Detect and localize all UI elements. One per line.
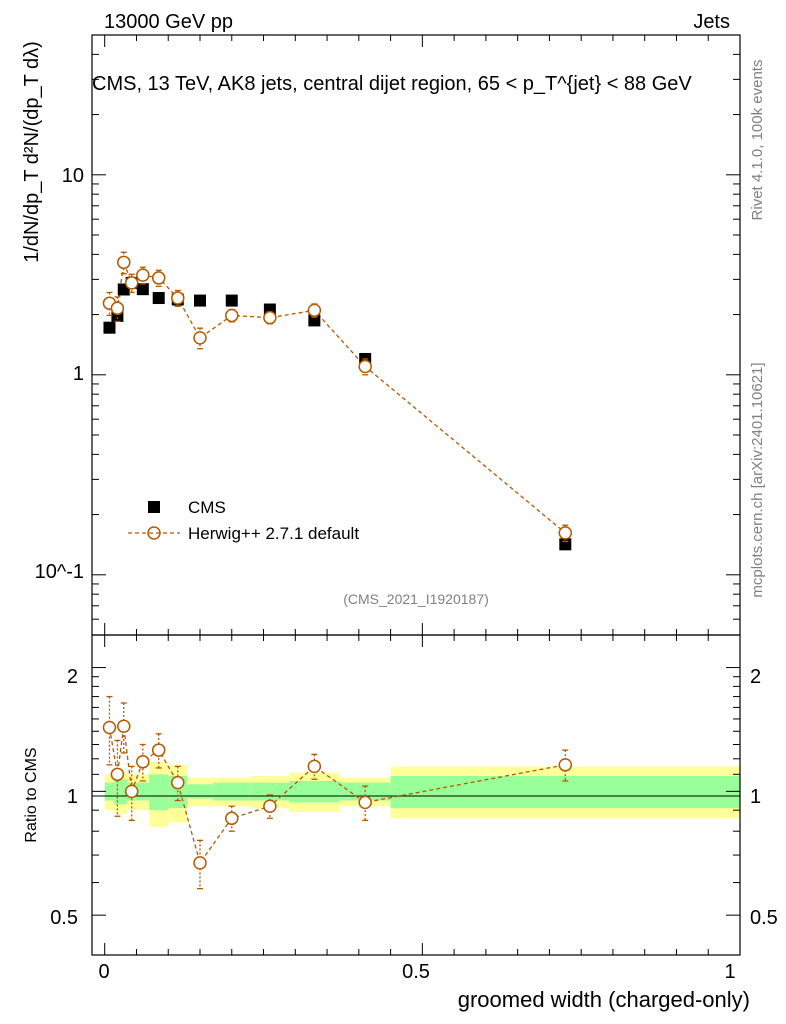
rivet-label: Rivet 4.1.0, 100k events — [749, 60, 766, 221]
energy-label: 13000 GeV pp — [104, 11, 233, 33]
mc-data-point — [136, 268, 150, 282]
ratio-ytick-label-1-right: 1 — [750, 786, 761, 808]
ratio-ytick-label-2: 2 — [67, 666, 78, 688]
ratio-band-inner — [149, 774, 169, 811]
mc-ratio-point — [151, 743, 166, 757]
cms-data-point — [559, 538, 572, 551]
mc-ratio-point — [193, 856, 207, 870]
legend-cms-label: CMS — [188, 498, 226, 517]
cms-data-point — [194, 294, 206, 307]
mc-data-point — [307, 303, 322, 318]
cms-data-point — [136, 283, 149, 296]
mc-ratio-point — [117, 719, 131, 733]
mc-ratio-point — [307, 759, 322, 774]
mc-data-point — [225, 308, 239, 323]
ratio-ytick-label-0.5-right: 0.5 — [750, 907, 778, 929]
ytick-label-10: 10 — [62, 165, 84, 187]
ratio-band-inner — [187, 784, 213, 799]
legend-mc-marker — [147, 526, 161, 540]
mc-data-point — [117, 255, 131, 270]
mc-ratio-point — [110, 767, 125, 782]
ratio-band-inner — [212, 782, 251, 801]
mc-data-point — [124, 276, 139, 290]
cms-data-point — [152, 292, 165, 305]
xtick-label-0.5: 0.5 — [402, 961, 430, 983]
mc-data-point — [110, 301, 125, 316]
ratio-uncertainty-bands — [104, 761, 740, 827]
xtick-label-1: 1 — [724, 961, 735, 983]
mc-data-point — [171, 291, 185, 305]
plot-title: CMS, 13 TeV, AK8 jets, central dijet reg… — [92, 73, 692, 95]
legend: CMS Herwig++ 2.7.1 default — [128, 498, 359, 543]
legend-mc-label: Herwig++ 2.7.1 default — [188, 524, 359, 543]
mc-data-point — [263, 310, 277, 325]
ytick-label-1: 1 — [73, 363, 84, 385]
ratio-band-inner — [250, 782, 289, 801]
mcplots-label: mcplots.cern.ch [arXiv:2401.10621] — [749, 362, 766, 597]
mc-data-point — [193, 331, 207, 345]
mc-ratio-point — [124, 784, 139, 799]
ratio-plot-frame — [91, 634, 741, 956]
mcplots-label-text: mcplots.cern.ch [arXiv:2401.10621] — [749, 362, 766, 597]
mc-ratio-point — [358, 795, 372, 810]
cms-data-point — [103, 321, 116, 334]
category-label: Jets — [693, 11, 730, 33]
ratio-ytick-label-1: 1 — [67, 786, 78, 808]
mc-ratio-point — [263, 799, 277, 813]
ratio-band-inner — [114, 779, 121, 805]
ratio-y-axis-label-text: Ratio to CMS — [23, 747, 40, 842]
mc-data-point — [151, 271, 166, 285]
legend-cms-marker — [148, 501, 160, 513]
ratio-band-inner — [120, 779, 127, 805]
mc-ratio-point — [225, 811, 239, 826]
ratio-ytick-label-2-right: 2 — [750, 666, 761, 688]
x-axis-label: groomed width (charged-only) — [458, 987, 750, 1012]
ratio-band-inner — [104, 782, 115, 801]
analysis-id: (CMS_2021_I1920187) — [343, 591, 489, 607]
y-axis-label: 1/dN/dp_T d²N/(dp_T dλ) — [21, 41, 43, 263]
ytick-label-0.1: 10^-1 — [35, 561, 84, 583]
mc-data-point — [558, 526, 573, 540]
y-axis-label-text: 1/dN/dp_T d²N/(dp_T dλ) — [21, 41, 43, 263]
mc-ratio-point — [102, 720, 117, 735]
ratio-y-axis-label: Ratio to CMS — [23, 747, 40, 842]
rivet-label-text: Rivet 4.1.0, 100k events — [749, 60, 766, 221]
cms-data-point — [225, 294, 238, 307]
mc-ratio-point — [171, 775, 185, 790]
mc-ratio-point — [558, 758, 573, 772]
xtick-label-0: 0 — [98, 961, 109, 983]
ratio-data-layer — [102, 695, 573, 890]
main-data-layer — [102, 251, 573, 551]
mc-data-point — [358, 359, 372, 374]
axis-ticks — [92, 34, 741, 955]
ratio-band-inner — [288, 780, 340, 803]
mc-ratio-point — [136, 755, 150, 769]
ratio-ytick-label-0.5: 0.5 — [50, 907, 78, 929]
main-plot-frame — [91, 34, 741, 636]
